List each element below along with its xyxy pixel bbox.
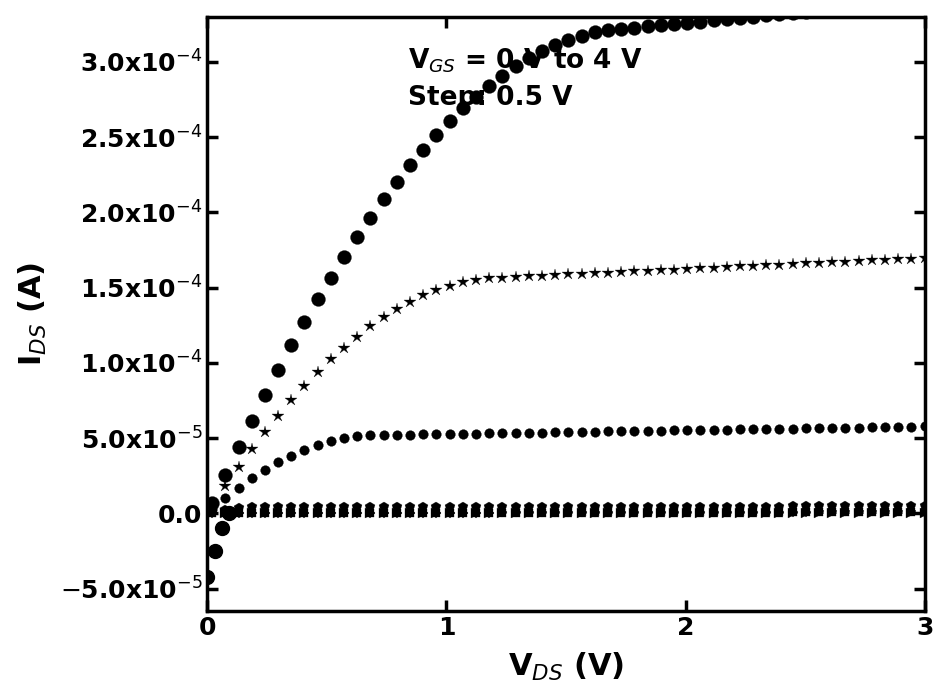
X-axis label: V$_{DS}$ (V): V$_{DS}$ (V)	[508, 651, 624, 683]
Text: V$_{GS}$ = 0 V to 4 V
Step: 0.5 V: V$_{GS}$ = 0 V to 4 V Step: 0.5 V	[408, 46, 643, 111]
Y-axis label: I$_{DS}$ (A): I$_{DS}$ (A)	[17, 262, 48, 366]
